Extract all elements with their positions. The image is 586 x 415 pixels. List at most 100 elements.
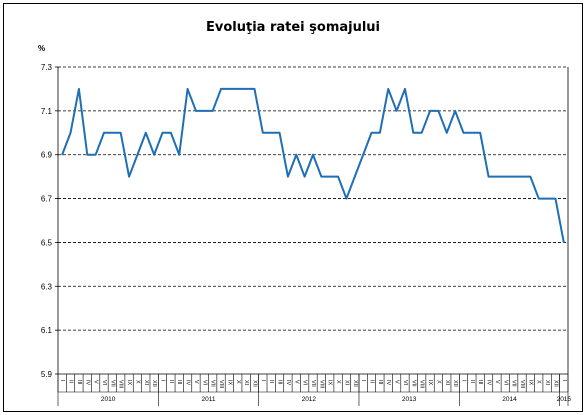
- data-point: [345, 197, 348, 200]
- data-point: [329, 176, 331, 178]
- x-tick-label: VII: [410, 380, 416, 387]
- x-tick-label: VIII: [118, 380, 124, 389]
- x-tick-label: II: [268, 380, 274, 384]
- data-point: [312, 154, 314, 156]
- x-tick-label: IX: [527, 380, 533, 386]
- data-point: [370, 132, 373, 134]
- data-point: [446, 132, 448, 134]
- data-point: [69, 132, 72, 134]
- data-point: [220, 88, 222, 90]
- x-tick-label: XII: [552, 380, 558, 387]
- x-tick-label: I: [59, 380, 65, 382]
- x-tick-label: VIII: [519, 380, 525, 389]
- x-tick-label: VI: [302, 380, 308, 386]
- data-point: [513, 176, 515, 178]
- y-tick-label: 5.9: [41, 370, 53, 379]
- x-tick-label: VIII: [318, 380, 324, 389]
- data-point: [111, 132, 113, 134]
- x-tick-label: XII: [251, 380, 257, 387]
- x-tick-label: II: [168, 380, 174, 384]
- x-tick-label: VII: [310, 380, 316, 387]
- data-point: [253, 88, 256, 90]
- data-point: [228, 88, 230, 90]
- data-point: [128, 176, 130, 178]
- data-point: [462, 132, 465, 134]
- x-tick-label: VI: [502, 380, 508, 386]
- x-tick-label: X: [235, 380, 241, 384]
- x-tick-label: X: [536, 380, 542, 384]
- x-tick-label: V: [494, 380, 500, 384]
- data-point: [278, 132, 281, 134]
- data-point: [136, 154, 139, 156]
- data-point: [538, 197, 540, 200]
- year-label: 2014: [502, 396, 517, 403]
- data-point: [429, 110, 431, 112]
- x-tick-label: VIII: [218, 380, 224, 389]
- x-axis: I II III IV V VI VII VIII IX X XI XII I II III IV V VI VII…: [57, 67, 571, 406]
- data-point: [563, 241, 565, 244]
- data-point: [362, 154, 364, 156]
- x-tick-label: II: [68, 380, 74, 384]
- data-point: [496, 176, 498, 178]
- x-tick-label: I: [360, 380, 366, 382]
- x-tick-label: VIII: [419, 380, 425, 389]
- series-line: [61, 87, 565, 243]
- y-tick-label: 6.5: [41, 238, 53, 247]
- data-point: [379, 132, 381, 134]
- data-point: [103, 132, 105, 134]
- data-point: [78, 88, 80, 90]
- data-point: [212, 110, 214, 112]
- x-tick-label: III: [477, 380, 483, 385]
- data-point: [421, 132, 423, 134]
- data-point: [304, 176, 306, 178]
- data-point: [437, 110, 440, 112]
- x-tick-label: V: [93, 380, 99, 384]
- data-point: [504, 176, 506, 178]
- x-tick-label: IX: [226, 380, 232, 386]
- x-tick-label: IV: [84, 380, 90, 386]
- y-tick-label: 6.9: [41, 151, 53, 160]
- x-tick-label: IV: [385, 380, 391, 386]
- data-point: [337, 176, 339, 178]
- x-tick-label: XI: [544, 380, 550, 386]
- data-point: [195, 110, 197, 112]
- y-tick-label: 6.3: [41, 282, 53, 291]
- year-label: 2013: [402, 396, 417, 403]
- y-tick-labels: 7.3 7.1 6.9 6.7 6.5 6.3 6.1 5.9: [41, 63, 58, 379]
- x-tick-label: I: [460, 380, 466, 382]
- x-tick-label: VII: [210, 380, 216, 387]
- x-tick-label: VI: [402, 380, 408, 386]
- chart-title: Evoluţia ratei şomajului: [205, 20, 381, 35]
- series-group: [61, 87, 565, 244]
- x-tick-label: V: [293, 380, 299, 384]
- x-tick-label: XI: [243, 380, 249, 386]
- x-tick-label: V: [394, 380, 400, 384]
- data-point: [295, 154, 297, 156]
- data-point: [145, 132, 147, 134]
- data-point: [203, 110, 205, 112]
- x-tick-label: VI: [101, 380, 107, 386]
- x-tick-label: IV: [185, 380, 191, 386]
- x-tick-label: III: [277, 380, 283, 385]
- data-point: [120, 132, 122, 134]
- y-tick-label: 7.3: [41, 63, 53, 72]
- x-tick-label: V: [193, 380, 199, 384]
- data-point: [387, 88, 389, 90]
- data-point: [396, 110, 398, 112]
- data-point: [61, 154, 63, 156]
- data-point: [320, 176, 322, 178]
- year-label: 2011: [201, 396, 215, 403]
- data-point: [245, 88, 247, 90]
- x-tick-label: XI: [343, 380, 349, 386]
- x-tick-label: VII: [511, 380, 517, 387]
- data-point: [454, 110, 456, 112]
- y-tick-label: 6.7: [41, 195, 53, 204]
- data-point: [287, 176, 289, 178]
- x-tick-label: VI: [201, 380, 207, 386]
- data-point: [471, 132, 473, 134]
- x-tick-label: X: [134, 380, 140, 384]
- data-point: [529, 176, 531, 178]
- data-point: [262, 132, 264, 134]
